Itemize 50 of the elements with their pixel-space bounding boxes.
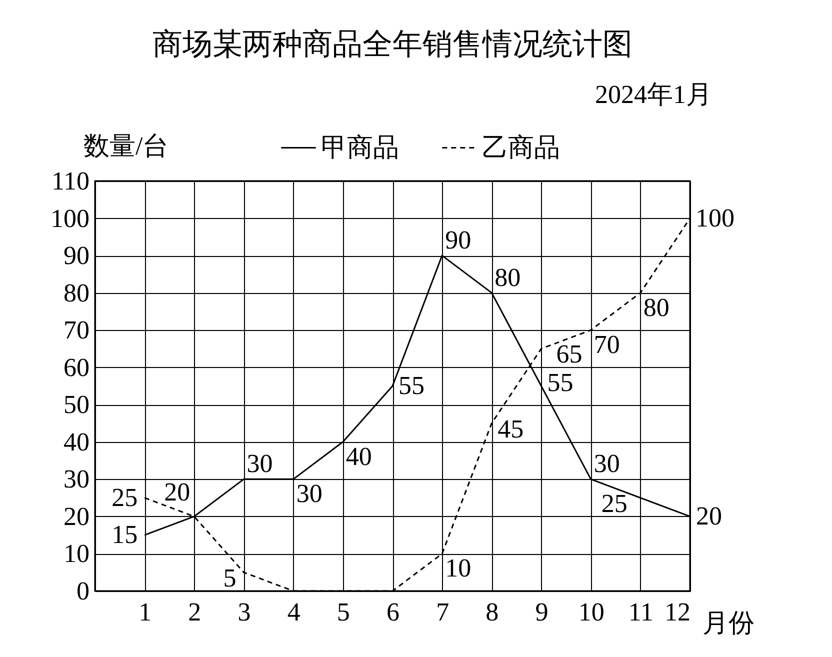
- x-tick-label: 10: [578, 598, 604, 626]
- data-label: 10: [445, 554, 472, 583]
- data-label: 5: [223, 563, 236, 592]
- y-tick-label: 90: [64, 241, 90, 270]
- data-label: 25: [112, 482, 138, 512]
- y-tick-label: 30: [64, 464, 90, 494]
- data-label: 30: [246, 449, 273, 478]
- data-label: 30: [296, 479, 322, 508]
- x-tick-label: 2: [188, 598, 202, 626]
- y-tick-label: 50: [64, 390, 90, 420]
- data-label: 65: [556, 340, 582, 369]
- legend-label: 甲商品: [321, 132, 399, 162]
- data-label: 15: [112, 520, 138, 550]
- data-label: 55: [547, 368, 574, 397]
- y-tick-label: 60: [64, 352, 90, 382]
- x-tick-label: 5: [336, 598, 350, 626]
- chart-title: 商场某两种商品全年销售情况统计图: [152, 28, 632, 61]
- y-tick-label: 20: [64, 502, 90, 531]
- y-tick-label: 70: [64, 316, 90, 345]
- data-label: 100: [696, 203, 734, 232]
- y-tick-label: 0: [76, 576, 90, 606]
- data-label: 55: [398, 371, 424, 400]
- y-tick-label: 10: [64, 539, 90, 568]
- data-label: 80: [494, 262, 521, 292]
- x-tick-label: 4: [287, 598, 300, 626]
- x-tick-label: 8: [486, 598, 499, 626]
- y-tick-label: 40: [64, 427, 90, 456]
- legend-label: 乙商品: [482, 132, 560, 162]
- y-tick-label: 100: [50, 204, 90, 233]
- data-label: 80: [643, 292, 670, 322]
- x-axis-title: 月份: [702, 608, 754, 638]
- x-tick-label: 3: [238, 598, 251, 626]
- data-label: 20: [696, 501, 722, 530]
- data-label: 30: [594, 449, 620, 478]
- chart-subtitle: 2024年1月: [595, 80, 712, 109]
- x-tick-label: 1: [138, 598, 152, 626]
- x-tick-label: 9: [535, 598, 548, 626]
- data-label: 70: [594, 330, 620, 360]
- data-label: 20: [164, 477, 190, 506]
- data-label: 45: [498, 414, 524, 444]
- y-tick-label: 110: [51, 166, 90, 196]
- y-axis-title: 数量/台: [84, 132, 169, 160]
- x-tick-label: 6: [386, 598, 400, 626]
- data-label: 40: [346, 442, 372, 471]
- x-tick-label: 11: [628, 598, 654, 626]
- y-tick-label: 80: [64, 278, 90, 308]
- x-tick-label: 7: [436, 598, 450, 626]
- x-tick-label: 12: [664, 598, 690, 626]
- data-label: 90: [445, 226, 472, 255]
- data-label: 25: [601, 488, 628, 518]
